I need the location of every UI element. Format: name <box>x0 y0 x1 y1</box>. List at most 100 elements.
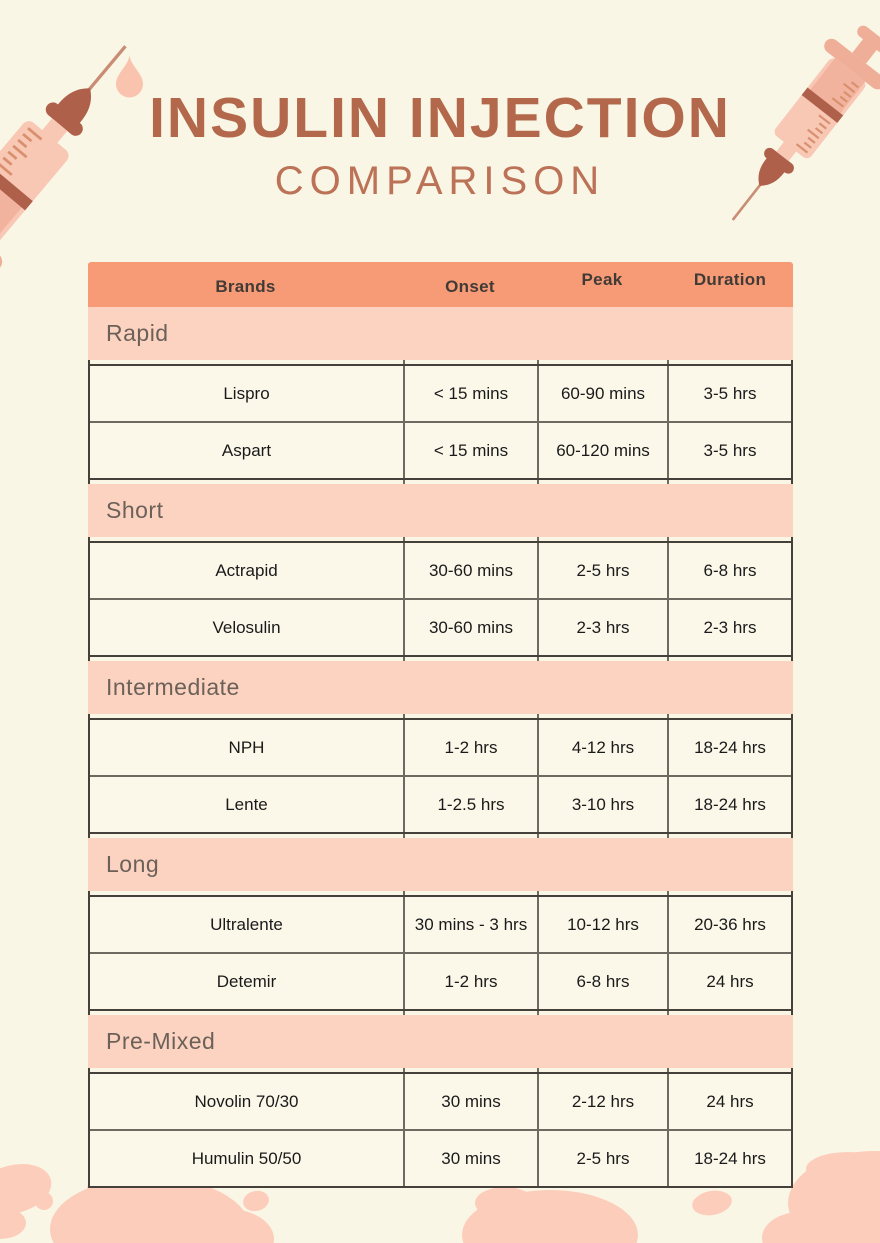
table-gap-cell <box>405 891 539 895</box>
peak-cell: 4-12 hrs <box>539 720 669 775</box>
table-gap-cell <box>539 360 669 364</box>
category-band-rapid: Rapid <box>88 307 793 360</box>
title-block: INSULIN INJECTION COMPARISON <box>0 90 880 204</box>
table-gap-cell <box>539 657 669 661</box>
section-rows: Novolin 70/30 30 mins 2-12 hrs 24 hrs Humuli… <box>88 1072 793 1188</box>
category-label: Long <box>106 851 160 877</box>
duration-cell: 18-24 hrs <box>694 794 766 814</box>
column-header-onset: Onset <box>445 276 495 296</box>
table-gap-cell <box>90 480 405 484</box>
table-gap-stub <box>88 1068 793 1072</box>
duration-cell: 3-5 hrs <box>703 383 757 403</box>
table-gap-stub <box>88 714 793 718</box>
duration-cell: 24 hrs <box>706 1091 754 1111</box>
peak-cell: 6-8 hrs <box>539 954 669 1009</box>
section-rows: Actrapid 30-60 mins 2-5 hrs 6-8 hrs Velosuli… <box>88 541 793 657</box>
category-band-long: Long <box>88 838 793 891</box>
table-gap-cell <box>539 714 669 718</box>
category-label: Rapid <box>106 320 169 346</box>
peak-cell: 2-5 hrs <box>539 543 669 598</box>
table-gap-stub <box>88 360 793 364</box>
table-gap-cell <box>669 714 791 718</box>
table-gap-cell <box>539 834 669 838</box>
peak-cell: 10-12 hrs <box>539 897 669 952</box>
category-band-pre-mixed: Pre-Mixed <box>88 1015 793 1068</box>
peak-cell: 60-120 mins <box>539 423 669 478</box>
duration-cell: 2-3 hrs <box>703 617 757 637</box>
table-row: Actrapid 30-60 mins 2-5 hrs 6-8 hrs <box>90 543 791 598</box>
brand-cell: Lente <box>90 777 405 832</box>
table-gap-cell <box>669 537 791 541</box>
table-gap-cell <box>405 1011 539 1015</box>
table-row: Lispro < 15 mins 60-90 mins 3-5 hrs <box>90 366 791 421</box>
table-row: Detemir 1-2 hrs 6-8 hrs 24 hrs <box>90 952 791 1009</box>
column-header-peak: Peak <box>581 269 623 289</box>
table-gap-cell <box>90 1011 405 1015</box>
table-row: Aspart < 15 mins 60-120 mins 3-5 hrs <box>90 421 791 478</box>
table-row: Lente 1-2.5 hrs 3-10 hrs 18-24 hrs <box>90 775 791 832</box>
onset-cell: 30-60 mins <box>405 600 539 655</box>
table-row: Novolin 70/30 30 mins 2-12 hrs 24 hrs <box>90 1074 791 1129</box>
table-gap-cell <box>669 834 791 838</box>
section-rows: Ultralente 30 mins - 3 hrs 10-12 hrs 20-36 … <box>88 895 793 1011</box>
brand-cell: Aspart <box>90 423 405 478</box>
brand-cell: Detemir <box>90 954 405 1009</box>
table-row: NPH 1-2 hrs 4-12 hrs 18-24 hrs <box>90 720 791 775</box>
table-gap-cell <box>405 714 539 718</box>
duration-cell: 6-8 hrs <box>703 560 757 580</box>
table-gap-stub <box>88 657 793 661</box>
table-gap-cell <box>539 537 669 541</box>
table-gap-cell <box>90 537 405 541</box>
peak-cell: 2-5 hrs <box>539 1131 669 1186</box>
brand-cell: Lispro <box>90 366 405 421</box>
table-gap-cell <box>405 1068 539 1072</box>
table-gap-cell <box>539 480 669 484</box>
category-label: Short <box>106 497 164 523</box>
onset-cell: 1-2 hrs <box>405 954 539 1009</box>
table-gap-cell <box>669 891 791 895</box>
duration-cell: 3-5 hrs <box>703 440 757 460</box>
table-header-row: Brands Onset Peak Duration <box>88 262 793 307</box>
brand-cell: Humulin 50/50 <box>90 1131 405 1186</box>
duration-cell: 18-24 hrs <box>694 737 766 757</box>
table-gap-cell <box>669 657 791 661</box>
table-gap-cell <box>669 1068 791 1072</box>
onset-cell: 30-60 mins <box>405 543 539 598</box>
onset-cell: < 15 mins <box>405 423 539 478</box>
table-gap-cell <box>90 714 405 718</box>
table-gap-cell <box>90 891 405 895</box>
table-gap-cell <box>90 657 405 661</box>
table-gap-cell <box>405 537 539 541</box>
table-gap-cell <box>405 360 539 364</box>
column-header-duration: Duration <box>693 269 767 289</box>
onset-cell: 1-2 hrs <box>405 720 539 775</box>
table-body: Rapid Lispro < 15 mins 60-90 mins 3-5 hrs Asp… <box>88 307 793 1188</box>
onset-cell: 1-2.5 hrs <box>405 777 539 832</box>
column-header-brands: Brands <box>215 276 276 296</box>
onset-cell: 30 mins - 3 hrs <box>405 897 539 952</box>
page-subtitle: COMPARISON <box>274 159 606 203</box>
category-label: Intermediate <box>106 674 240 700</box>
brand-cell: Velosulin <box>90 600 405 655</box>
table-gap-cell <box>90 360 405 364</box>
table-gap-cell <box>669 480 791 484</box>
peak-cell: 60-90 mins <box>539 366 669 421</box>
table-gap-cell <box>405 480 539 484</box>
table-gap-stub <box>88 480 793 484</box>
table-gap-cell <box>539 891 669 895</box>
onset-cell: < 15 mins <box>405 366 539 421</box>
brand-cell: NPH <box>90 720 405 775</box>
table-gap-cell <box>405 834 539 838</box>
peak-cell: 2-12 hrs <box>539 1074 669 1129</box>
comparison-table: Brands Onset Peak Duration Rapid Lispro < 15 … <box>88 262 793 1188</box>
table-gap-cell <box>405 657 539 661</box>
category-band-intermediate: Intermediate <box>88 661 793 714</box>
table-gap-stub <box>88 537 793 541</box>
table-gap-cell <box>669 1011 791 1015</box>
section-rows: Lispro < 15 mins 60-90 mins 3-5 hrs Aspart < … <box>88 364 793 480</box>
table-gap-cell <box>539 1011 669 1015</box>
page-title: INSULIN INJECTION <box>149 86 731 150</box>
table-gap-stub <box>88 891 793 895</box>
table-gap-cell <box>669 360 791 364</box>
